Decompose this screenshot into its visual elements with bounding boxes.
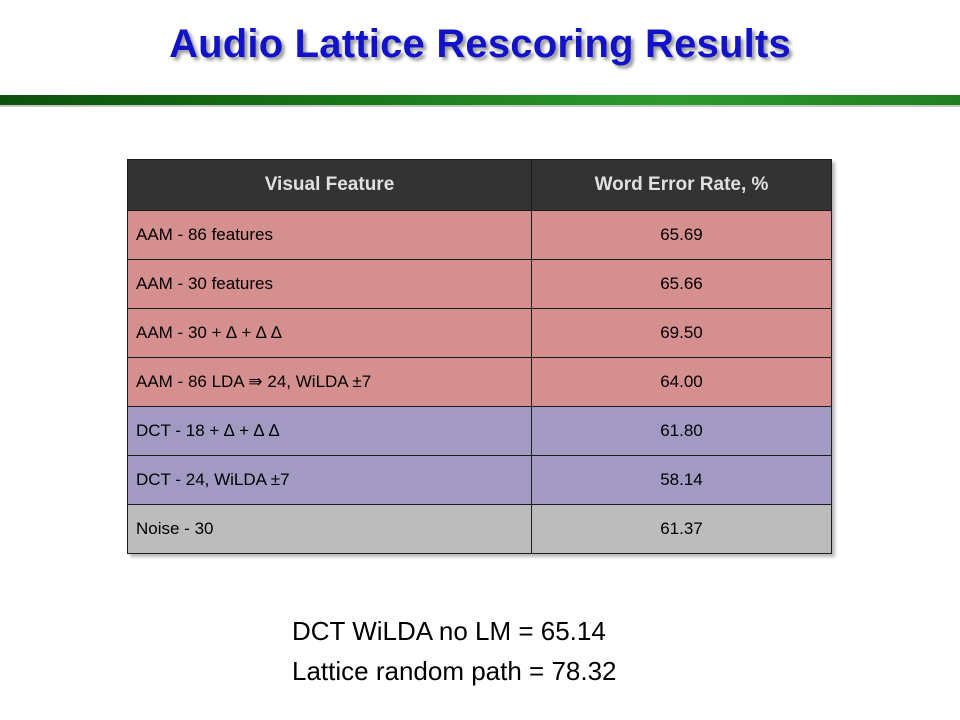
word-error-rate-cell: 65.69 (531, 210, 832, 260)
table-row: AAM - 86 LDA ⇛ 24, WiLDA ±7 64.00 (127, 357, 832, 407)
word-error-rate-cell: 58.14 (531, 455, 832, 505)
word-error-rate-cell: 61.37 (531, 504, 832, 554)
note-dct-wilda-no-lm: DCT WiLDA no LM = 65.14 (292, 616, 606, 646)
visual-feature-cell: AAM - 86 LDA ⇛ 24, WiLDA ±7 (127, 357, 532, 407)
table-row: AAM - 86 features 65.69 (127, 210, 832, 260)
visual-feature-cell: DCT - 18 + ∆ + ∆ ∆ (127, 406, 532, 456)
table-row: DCT - 24, WiLDA ±7 58.14 (127, 455, 832, 505)
visual-feature-cell: DCT - 24, WiLDA ±7 (127, 455, 532, 505)
table-row: Noise - 30 61.37 (127, 504, 832, 554)
word-error-rate-cell: 69.50 (531, 308, 832, 358)
word-error-rate-cell: 65.66 (531, 259, 832, 309)
table-row: AAM - 30 + ∆ + ∆ ∆ 69.50 (127, 308, 832, 358)
table-row: DCT - 18 + ∆ + ∆ ∆ 61.80 (127, 406, 832, 456)
word-error-rate-cell: 61.80 (531, 406, 832, 456)
visual-feature-cell: AAM - 30 + ∆ + ∆ ∆ (127, 308, 532, 358)
results-table: Visual Feature Word Error Rate, % AAM - … (127, 159, 832, 554)
header-visual-feature: Visual Feature (127, 159, 532, 211)
header-word-error-rate: Word Error Rate, % (531, 159, 832, 211)
word-error-rate-cell: 64.00 (531, 357, 832, 407)
visual-feature-cell: AAM - 30 features (127, 259, 532, 309)
note-lattice-random-path: Lattice random path = 78.32 (292, 656, 617, 686)
table-row: AAM - 30 features 65.66 (127, 259, 832, 309)
table-header-row: Visual Feature Word Error Rate, % (127, 159, 832, 211)
title-divider (0, 95, 960, 105)
slide-title: Audio Lattice Rescoring Results (169, 22, 791, 66)
visual-feature-cell: AAM - 86 features (127, 210, 532, 260)
title-divider-shadow (0, 105, 960, 107)
visual-feature-cell: Noise - 30 (127, 504, 532, 554)
